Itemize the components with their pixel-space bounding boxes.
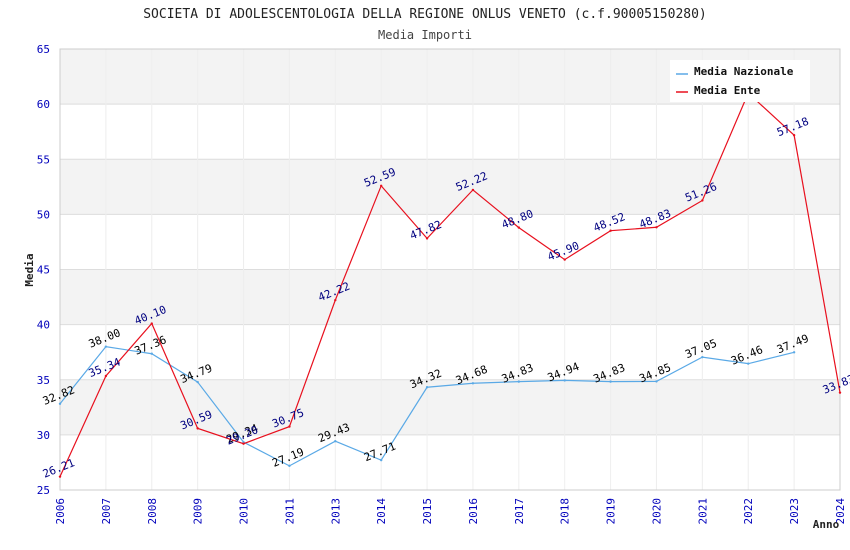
x-tick-label: 2021 — [696, 498, 709, 525]
x-tick-label: 2008 — [146, 498, 159, 525]
data-point — [196, 427, 199, 430]
data-point — [242, 442, 245, 445]
y-tick-label: 60 — [37, 98, 50, 111]
plot-band — [60, 379, 840, 435]
data-point — [838, 391, 842, 394]
data-point — [471, 382, 475, 385]
data-point — [655, 380, 658, 383]
y-tick-label: 45 — [37, 264, 50, 277]
data-point — [701, 199, 704, 202]
x-tick-label: 2014 — [375, 498, 388, 525]
x-tick-label: 2006 — [54, 498, 67, 525]
plot-band — [60, 214, 840, 270]
plot-band — [60, 104, 840, 160]
y-axis-ticks: 25 30 35 40 45 50 55 60 65 — [37, 43, 50, 497]
x-tick-label: 2022 — [742, 498, 755, 525]
data-point — [334, 439, 337, 443]
data-point — [563, 379, 566, 382]
x-tick-label: 2018 — [559, 498, 572, 525]
legend-box — [670, 60, 810, 102]
gridlines — [59, 48, 841, 491]
x-tick-label: 2009 — [192, 498, 205, 525]
data-point — [517, 380, 521, 383]
chart-title: SOCIETA DI ADOLESCENTOLOGIA DELLA REGION… — [143, 7, 707, 22]
data-point — [334, 298, 337, 302]
plot-background — [60, 49, 840, 490]
x-tick-label: 2019 — [605, 498, 618, 525]
x-tick-label: 2016 — [467, 498, 480, 525]
data-point — [609, 380, 612, 383]
data-point — [288, 425, 291, 428]
plot-band — [60, 434, 840, 490]
data-point — [58, 402, 62, 405]
data-point — [425, 386, 429, 389]
legend: Media Nazionale Media Ente — [670, 60, 810, 102]
x-tick-label: 2007 — [100, 498, 113, 525]
plot-frame — [59, 48, 841, 491]
x-tick-label: 2023 — [788, 498, 801, 525]
data-point — [563, 258, 566, 261]
data-point — [150, 352, 153, 355]
plot-band — [60, 159, 840, 215]
y-tick-label: 50 — [37, 208, 50, 221]
x-tick-label: 2015 — [421, 498, 434, 525]
data-point — [655, 226, 658, 229]
data-point — [747, 362, 750, 365]
plot-band — [60, 269, 840, 325]
data-point — [609, 229, 612, 232]
x-tick-label: 2020 — [650, 498, 663, 525]
x-axis-ticks: 2006 2007 2008 2009 2010 2011 2013 2014 2015 2016… — [54, 498, 847, 525]
data-point — [379, 184, 383, 188]
x-axis-label: Anno — [813, 518, 840, 531]
series-line-media-ente — [59, 92, 841, 477]
data-point — [58, 475, 62, 478]
series-lines — [58, 91, 842, 478]
y-tick-label: 65 — [37, 43, 50, 56]
y-tick-label: 30 — [37, 429, 50, 442]
x-tick-label: 2024 — [834, 498, 847, 525]
data-point — [792, 134, 796, 137]
data-point — [104, 374, 108, 378]
y-tick-label: 55 — [37, 153, 50, 166]
data-point — [288, 464, 291, 468]
data-point — [196, 380, 199, 384]
x-tick-label: 2017 — [513, 498, 526, 525]
y-axis-label: Media — [23, 253, 36, 286]
legend-label-media-nazionale: Media Nazionale — [694, 65, 794, 78]
data-point — [517, 226, 521, 229]
chart-subtitle: Media Importi — [378, 28, 472, 42]
x-tick-label: 2010 — [238, 498, 251, 525]
y-tick-label: 40 — [37, 319, 50, 332]
legend-label-media-ente: Media Ente — [694, 84, 761, 97]
data-point — [701, 355, 704, 359]
data-point — [150, 322, 153, 325]
plot-band — [60, 324, 840, 380]
data-point — [792, 351, 796, 354]
data-point — [471, 188, 475, 192]
x-tick-label: 2011 — [283, 498, 296, 525]
x-tick-label: 2013 — [329, 498, 342, 525]
data-point — [104, 345, 108, 348]
y-tick-label: 35 — [37, 374, 50, 387]
y-tick-label: 25 — [37, 484, 50, 497]
data-point — [425, 237, 429, 240]
data-point — [379, 458, 383, 462]
